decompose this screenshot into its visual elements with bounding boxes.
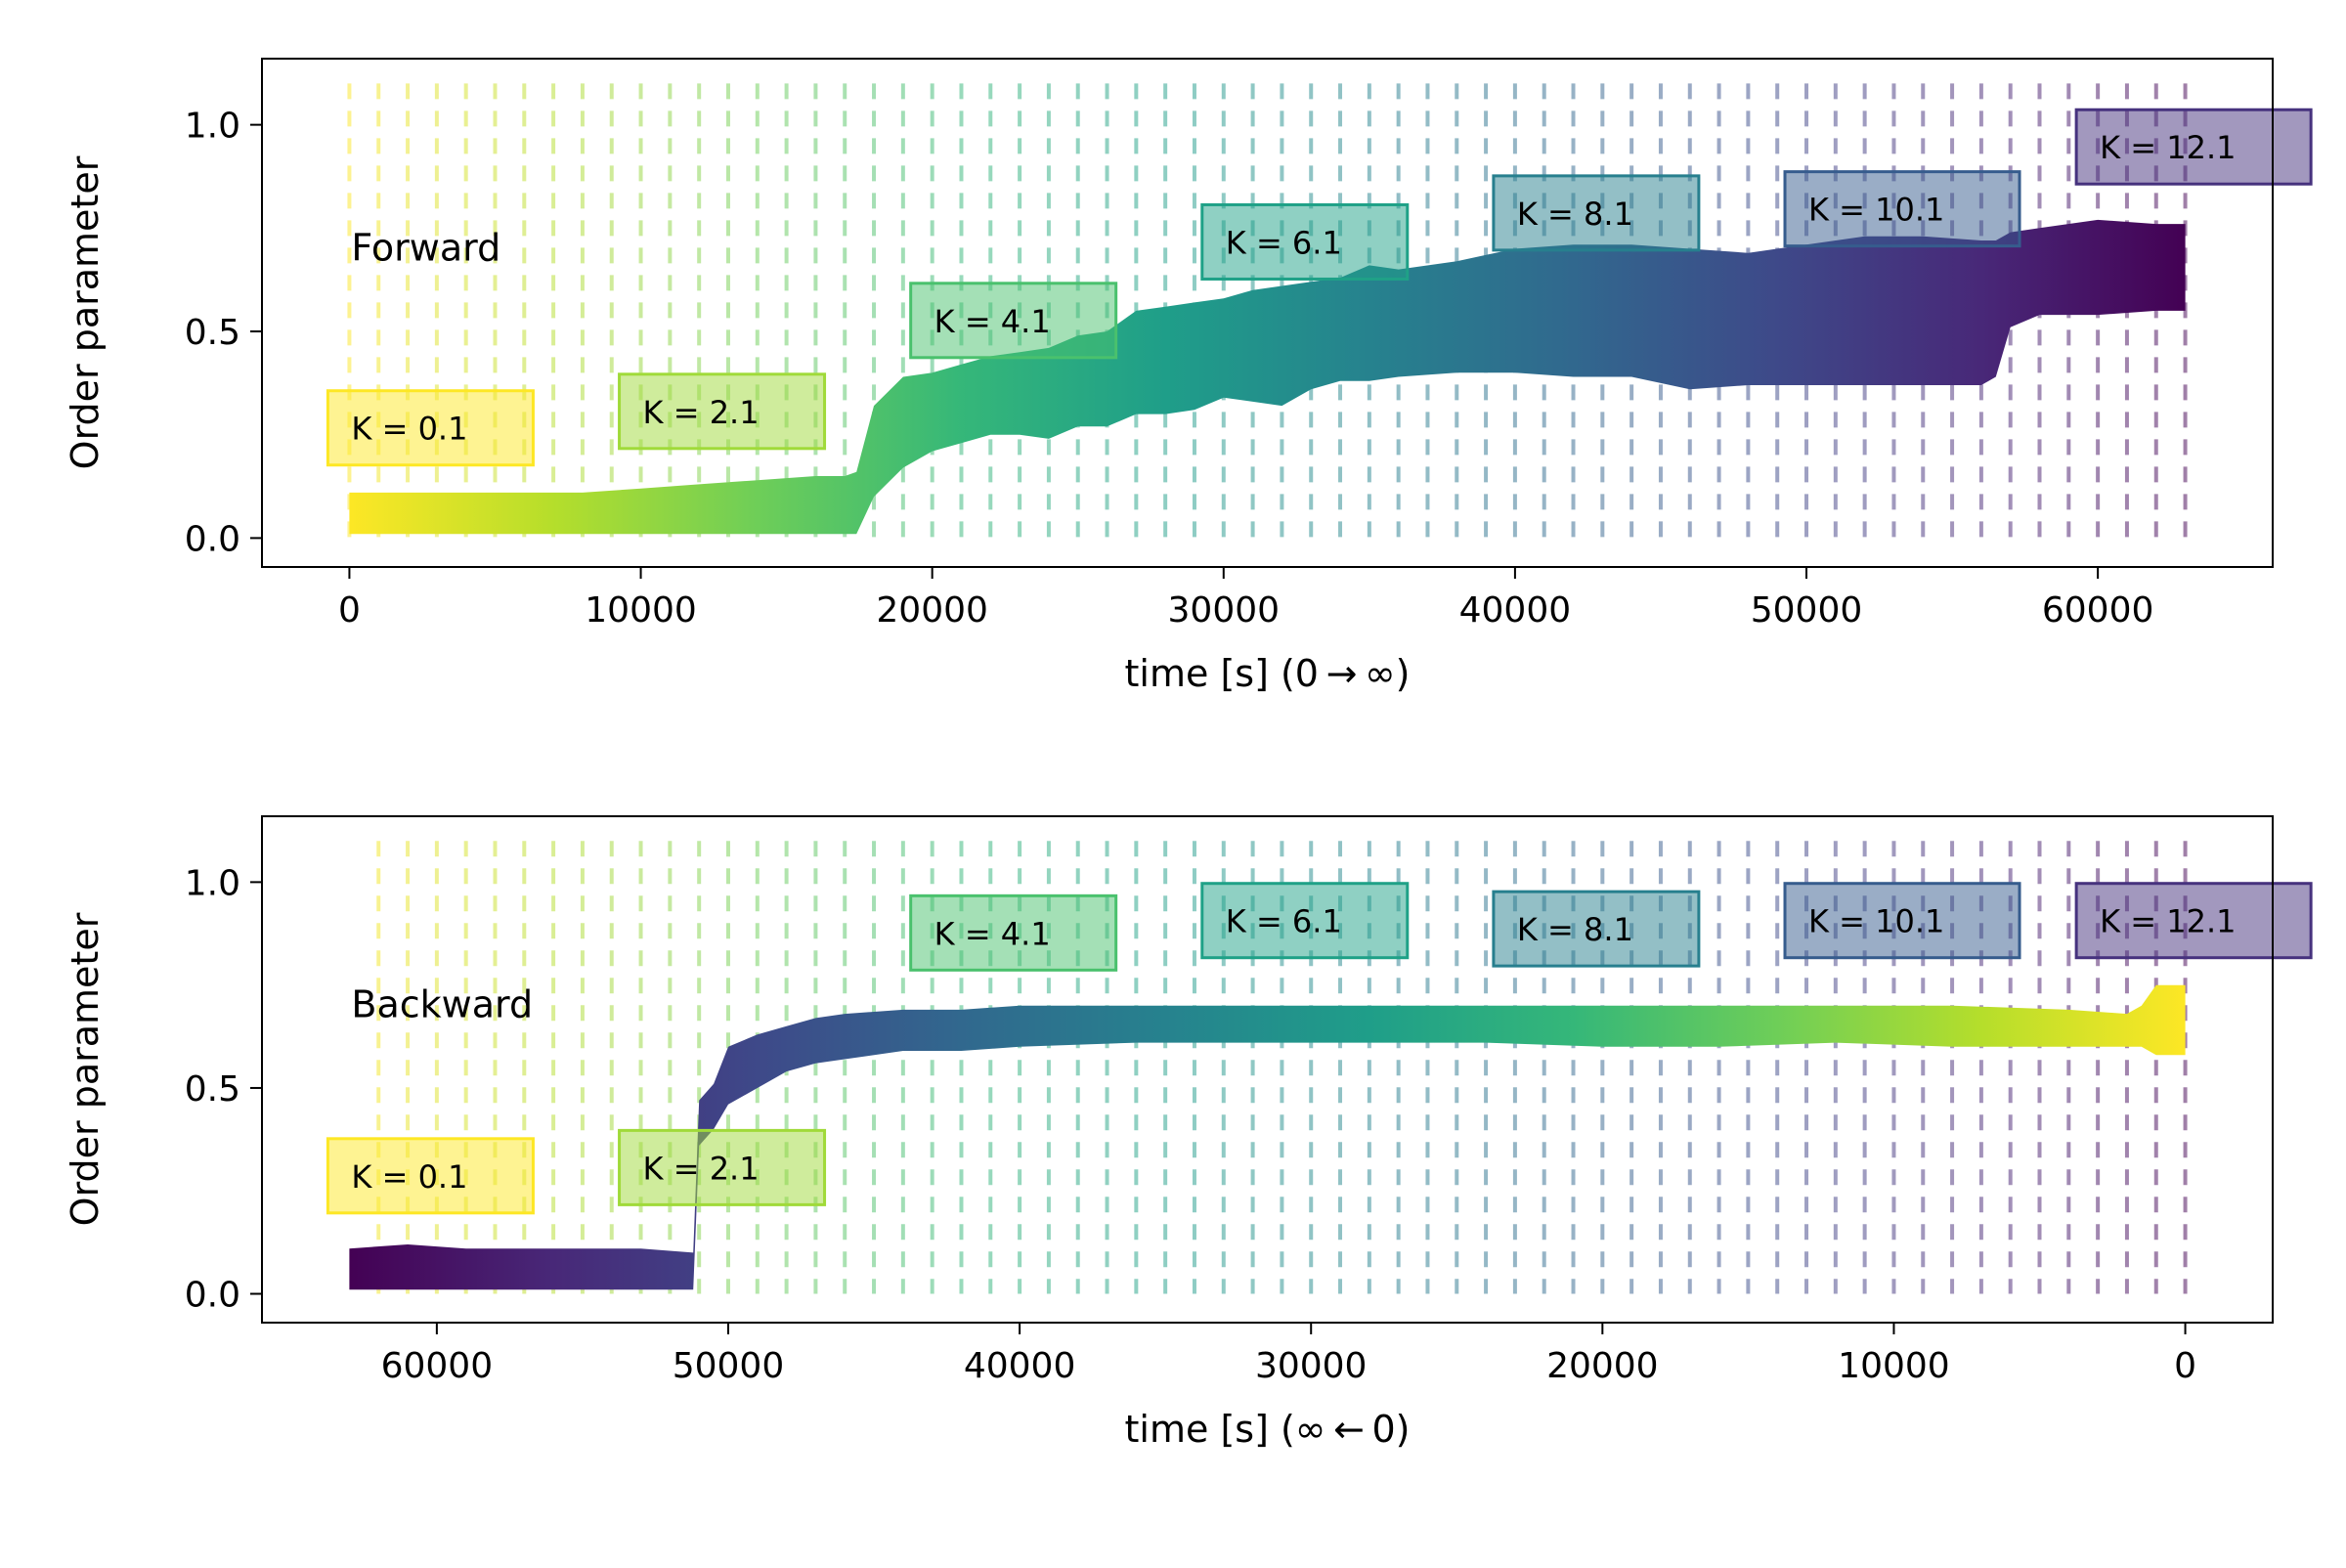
y-tick-label: 1.0 xyxy=(185,863,240,903)
k-annotation-box xyxy=(1492,890,1701,968)
x-tick-label: 30000 xyxy=(1255,1346,1368,1386)
forward-panel: K = 0.1 K = 2.1 K = 4.1 K = 6.1 K = 8.1 K = 1… xyxy=(64,58,2313,695)
y-axis-label: Order parameter xyxy=(64,155,107,469)
order-parameter-trace xyxy=(349,219,2186,535)
k-annotation-label: K = 4.1 xyxy=(934,303,1051,340)
k-annotation-label: K = 4.1 xyxy=(934,915,1051,952)
k-annotation-label: K = 2.1 xyxy=(643,1150,760,1187)
k-annotation-box xyxy=(909,282,1118,360)
k-annotation-label: K = 6.1 xyxy=(1226,903,1342,940)
x-tick-label: 10000 xyxy=(1838,1346,1950,1386)
x-tick-label: 20000 xyxy=(1546,1346,1659,1386)
k-annotation-label: K = 8.1 xyxy=(1517,911,1633,948)
x-tick-label: 30000 xyxy=(1168,590,1281,631)
k-annotation: K = 6.1 xyxy=(1200,202,1410,281)
k-annotation-label: K = 0.1 xyxy=(351,411,467,448)
k-annotation-box xyxy=(1783,882,2021,960)
x-ticks: 60000 50000 40000 30000 20000 10000 0 xyxy=(381,1323,2196,1386)
k-annotation: K = 2.1 xyxy=(618,372,827,451)
k-annotation: K = 0.1 xyxy=(326,1137,535,1215)
x-tick-label: 0 xyxy=(2174,1346,2196,1386)
k-annotation: K = 12.1 xyxy=(2074,882,2313,960)
k-annotation: K = 8.1 xyxy=(1492,174,1701,252)
order-parameter-band xyxy=(349,219,2186,535)
axes-frame xyxy=(261,58,2274,568)
k-annotation-box xyxy=(1200,882,1410,960)
axes-frame xyxy=(261,815,2274,1324)
panel-label: Backward xyxy=(351,983,533,1026)
x-tick-label: 20000 xyxy=(876,590,988,631)
k-annotation: K = 0.1 xyxy=(326,389,535,467)
order-parameter-band xyxy=(349,984,2186,1290)
x-tick-label: 60000 xyxy=(2042,590,2154,631)
x-tick-label: 40000 xyxy=(964,1346,1076,1386)
y-tick-label: 1.0 xyxy=(185,107,240,147)
x-tick-label: 0 xyxy=(338,590,361,631)
y-ticks: 0.0 0.5 1.0 xyxy=(185,107,262,559)
k-annotation-label: K = 6.1 xyxy=(1226,224,1342,261)
x-axis-label: time [s] (0 → ∞) xyxy=(1125,652,1411,695)
k-annotation-label: K = 2.1 xyxy=(643,394,760,431)
y-tick-label: 0.5 xyxy=(185,313,240,353)
k-annotation-label: K = 0.1 xyxy=(351,1158,467,1196)
k-annotation-box xyxy=(618,372,827,451)
y-ticks: 0.0 0.5 1.0 xyxy=(185,863,262,1316)
x-axis-label: time [s] (∞ ← 0) xyxy=(1125,1408,1411,1451)
k-step-dividers xyxy=(376,841,2188,1294)
k-annotation: K = 4.1 xyxy=(909,282,1118,360)
x-tick-label: 40000 xyxy=(1459,590,1572,631)
x-tick-label: 60000 xyxy=(381,1346,494,1386)
x-tick-label: 50000 xyxy=(1751,590,1863,631)
k-annotation-box xyxy=(1492,174,1701,252)
k-annotation-box xyxy=(909,893,1118,972)
x-tick-label: 50000 xyxy=(673,1346,785,1386)
k-annotation: K = 10.1 xyxy=(1783,170,2021,248)
y-tick-label: 0.5 xyxy=(185,1069,240,1110)
k-annotation: K = 10.1 xyxy=(1783,882,2021,960)
panel-label: Forward xyxy=(351,226,500,269)
k-annotation-label: K = 12.1 xyxy=(2100,129,2236,166)
k-annotations: K = 0.1 K = 2.1 K = 4.1 K = 6.1 K = 8.1 K = 1… xyxy=(326,882,2313,1215)
k-annotation: K = 2.1 xyxy=(618,1128,827,1206)
k-annotation: K = 12.1 xyxy=(2074,108,2313,186)
k-annotation-box xyxy=(326,389,535,467)
y-axis-label: Order parameter xyxy=(64,912,107,1226)
order-parameter-trace xyxy=(349,984,2186,1290)
k-annotation-box xyxy=(1200,202,1410,281)
y-tick-label: 0.0 xyxy=(185,1276,240,1316)
k-annotation-label: K = 12.1 xyxy=(2100,903,2236,940)
k-annotation-label: K = 8.1 xyxy=(1517,196,1633,233)
k-annotation: K = 6.1 xyxy=(1200,882,1410,960)
k-annotation-box xyxy=(326,1137,535,1215)
y-tick-label: 0.0 xyxy=(185,519,240,559)
k-annotation-label: K = 10.1 xyxy=(1808,192,1944,229)
k-annotation-label: K = 10.1 xyxy=(1808,903,1944,940)
x-ticks: 0 10000 20000 30000 40000 50000 60000 xyxy=(338,567,2153,631)
k-annotation: K = 8.1 xyxy=(1492,890,1701,968)
x-tick-label: 10000 xyxy=(585,590,697,631)
k-annotation-box xyxy=(1783,170,2021,248)
k-annotation-box xyxy=(618,1128,827,1206)
k-annotation: K = 4.1 xyxy=(909,893,1118,972)
backward-panel: K = 0.1 K = 2.1 K = 4.1 K = 6.1 K = 8.1 K = 1… xyxy=(64,815,2313,1451)
